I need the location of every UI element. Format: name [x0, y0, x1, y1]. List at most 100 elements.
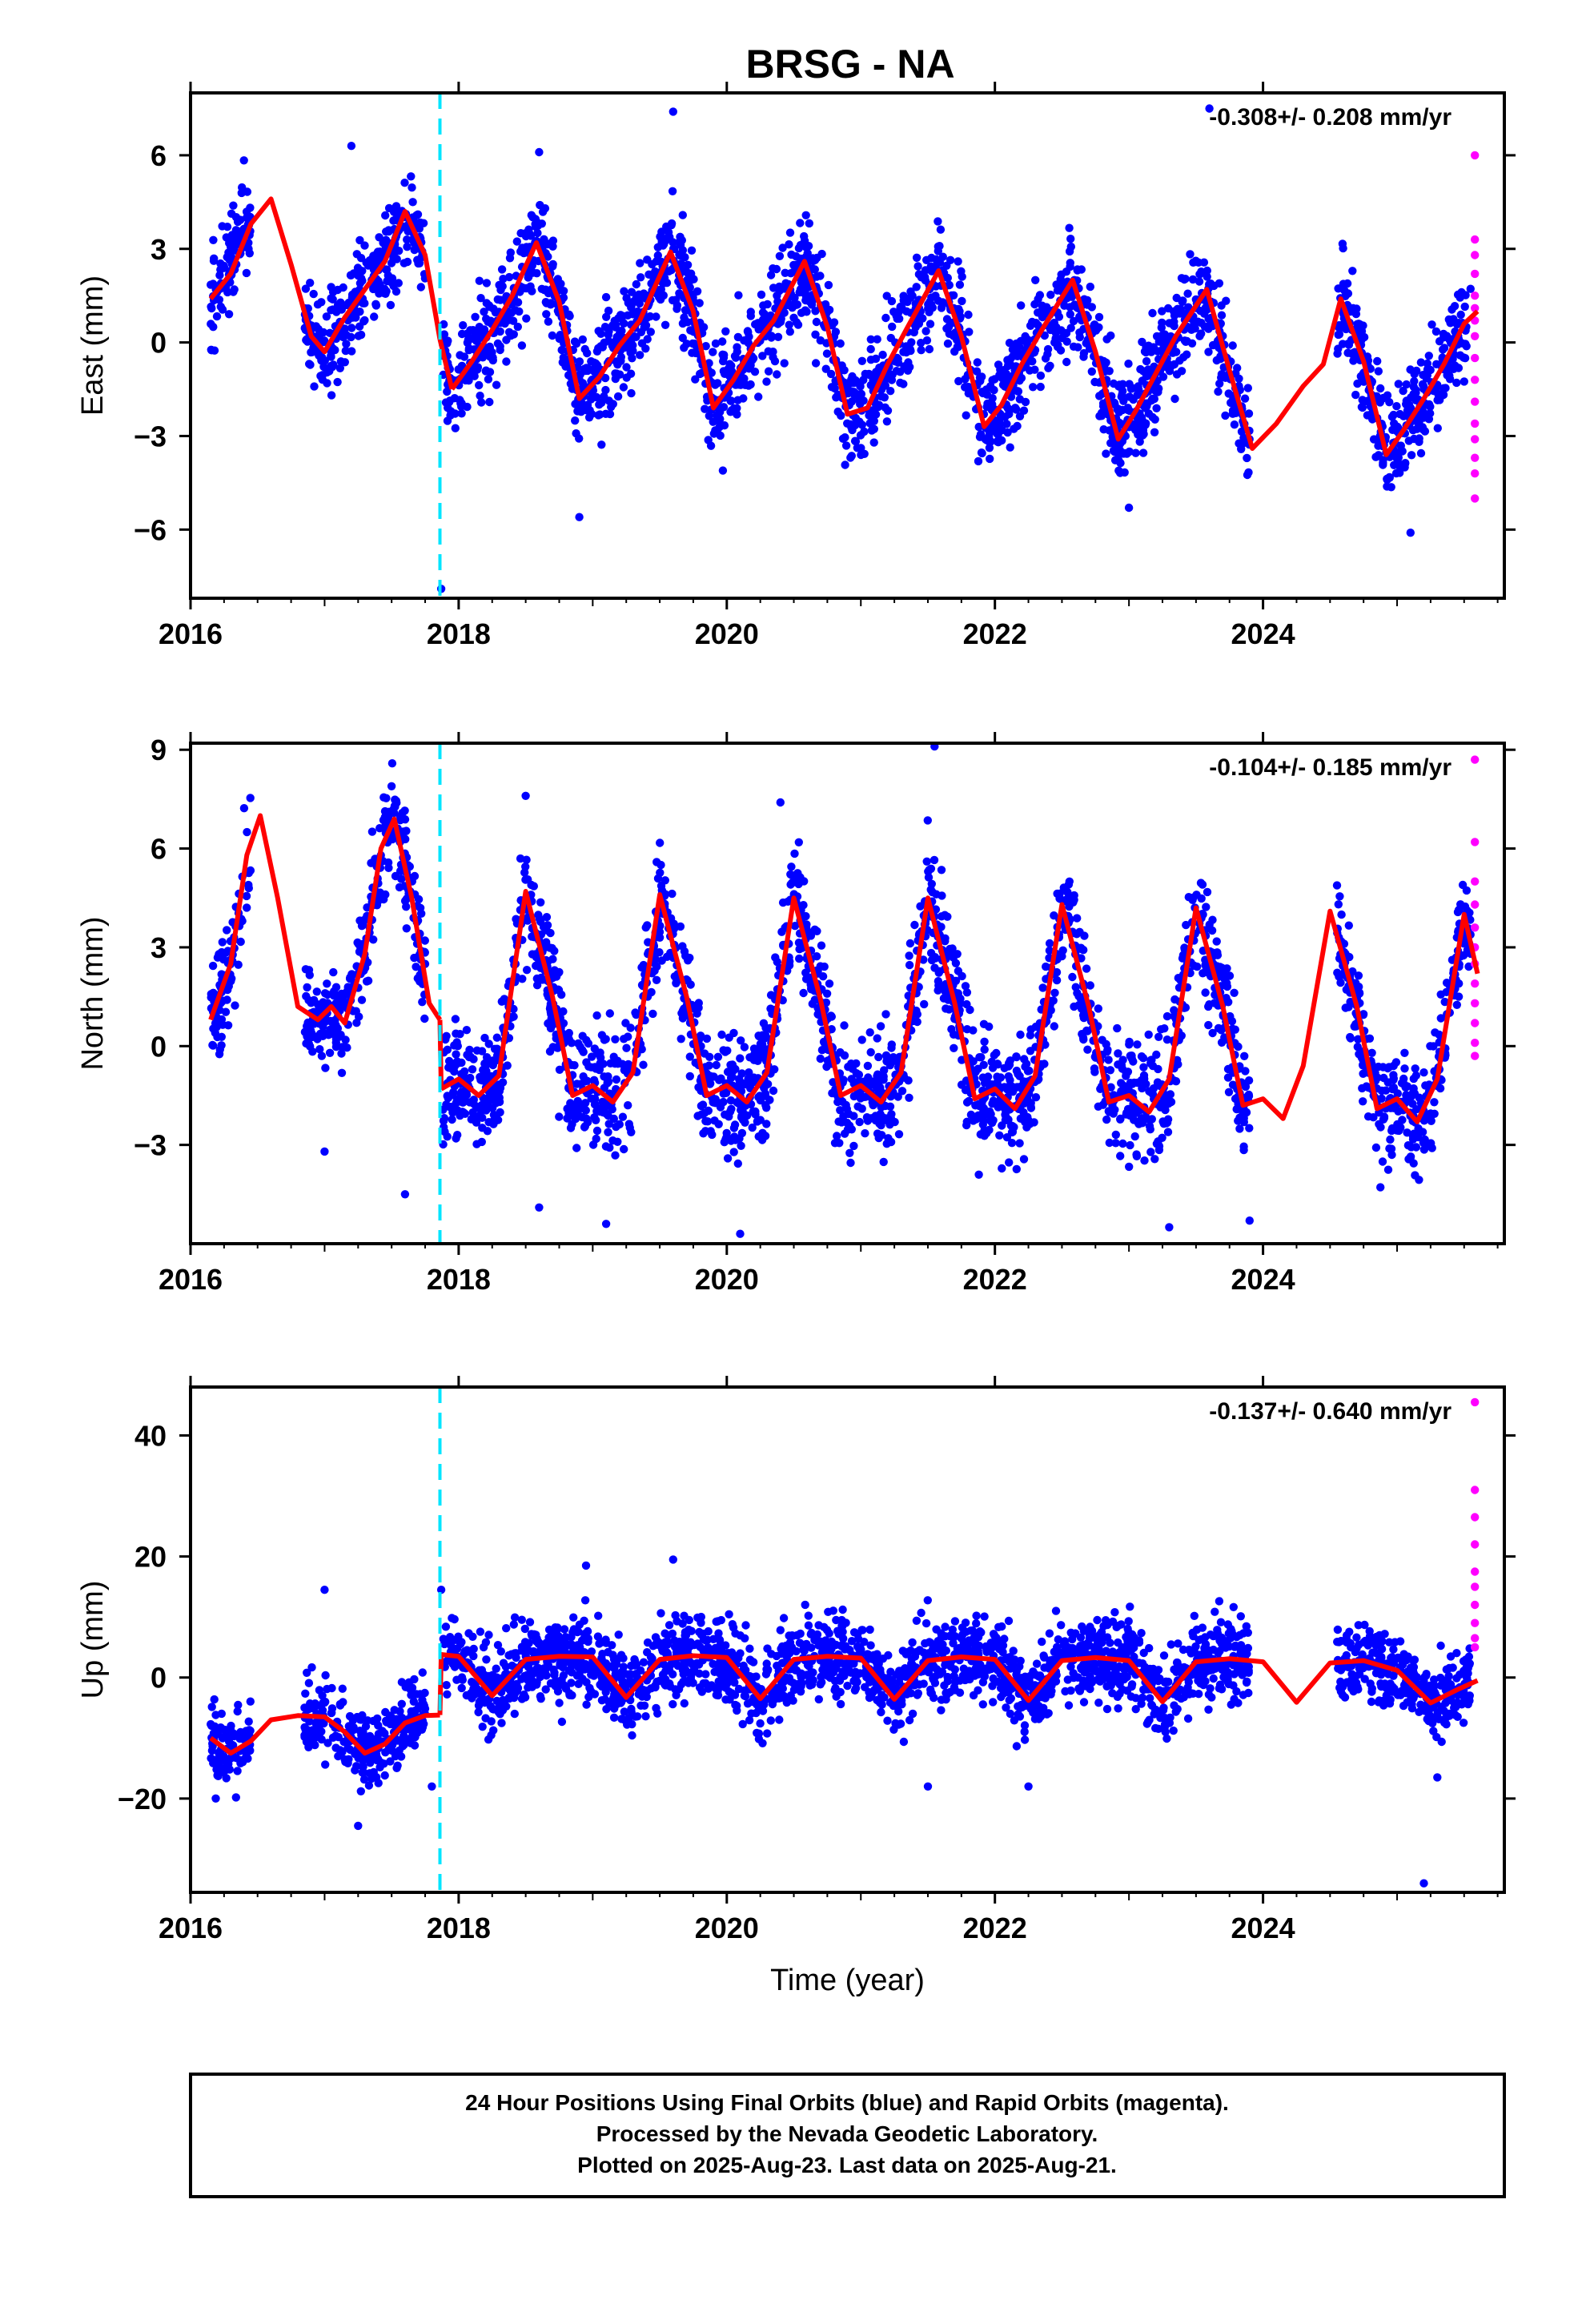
final-orbit-point: [502, 357, 511, 366]
final-orbit-point: [238, 183, 247, 192]
rapid-orbit-point: [1471, 494, 1480, 503]
final-orbit-point: [692, 348, 701, 358]
final-orbit-point: [627, 287, 636, 296]
final-orbit-point: [643, 921, 652, 930]
final-orbit-point: [485, 368, 495, 376]
final-orbit-point: [1146, 1148, 1155, 1156]
final-orbit-point: [843, 1125, 853, 1134]
final-orbit-point: [310, 382, 319, 391]
final-orbit-point: [1402, 380, 1411, 389]
final-orbit-point: [886, 387, 895, 396]
final-orbit-point: [1158, 1133, 1166, 1143]
final-orbit-point: [1214, 387, 1223, 396]
rapid-orbit-point: [1471, 376, 1480, 384]
final-orbit-point: [466, 1052, 475, 1061]
final-orbit-point: [897, 1087, 907, 1096]
final-orbit-point: [636, 273, 645, 282]
final-orbit-point: [244, 883, 253, 893]
final-orbit-point: [954, 967, 963, 975]
final-orbit-point: [848, 425, 857, 435]
final-orbit-point: [1034, 295, 1042, 304]
final-orbit-point: [582, 364, 591, 372]
final-orbit-point: [387, 782, 396, 790]
final-orbit-point: [698, 1100, 708, 1109]
final-orbit-point: [1142, 356, 1151, 366]
final-orbit-outlier: [669, 107, 677, 116]
final-orbit-point: [1157, 336, 1166, 345]
final-orbit-point: [829, 318, 839, 327]
final-orbit-point: [778, 898, 788, 907]
final-orbit-point: [319, 336, 329, 345]
final-orbit-point: [764, 347, 773, 356]
final-orbit-point: [1066, 303, 1074, 312]
final-orbit-point: [335, 364, 344, 372]
final-orbit-point: [504, 272, 514, 282]
final-orbit-point: [1125, 392, 1134, 401]
final-orbit-point: [516, 854, 525, 863]
final-orbit-point: [229, 201, 238, 210]
final-orbit-point: [580, 1077, 589, 1086]
final-orbit-point: [602, 312, 611, 321]
final-orbit-point: [1137, 1076, 1146, 1085]
final-orbit-point: [1243, 384, 1253, 392]
final-orbit-point: [601, 385, 610, 395]
final-orbit-point: [938, 252, 948, 261]
final-orbit-point: [616, 370, 624, 379]
final-orbit-point: [418, 998, 427, 1007]
final-orbit-point: [1045, 946, 1054, 955]
final-orbit-point: [976, 1130, 986, 1139]
final-orbit-point: [207, 302, 215, 312]
final-orbit-point: [887, 1110, 896, 1119]
final-orbit-point: [460, 352, 469, 361]
final-orbit-point: [472, 332, 481, 341]
final-orbit-point: [1221, 411, 1230, 420]
final-orbit-point: [546, 300, 555, 309]
final-orbit-point: [994, 360, 1003, 369]
final-orbit-point: [923, 816, 933, 825]
final-orbit-point: [497, 997, 506, 1006]
final-orbit-point: [482, 279, 492, 287]
final-orbit-point: [484, 375, 493, 384]
final-orbit-point: [370, 312, 379, 321]
final-orbit-point: [853, 392, 862, 400]
final-orbit-point: [347, 347, 356, 356]
final-orbit-point: [1412, 424, 1422, 433]
final-orbit-point: [849, 1112, 858, 1120]
final-orbit-point: [882, 417, 892, 426]
final-orbit-point: [1175, 356, 1184, 365]
final-orbit-point: [1170, 394, 1179, 404]
final-orbit-point: [402, 826, 411, 835]
final-orbit-point: [319, 998, 327, 1007]
final-orbit-point: [893, 355, 902, 364]
final-orbit-point: [711, 339, 721, 348]
final-orbit-point: [869, 438, 878, 447]
final-orbit-point: [1019, 1155, 1029, 1164]
final-orbit-point: [937, 866, 946, 875]
final-orbit-point: [452, 1029, 460, 1038]
final-orbit-point: [587, 357, 596, 366]
final-orbit-point: [841, 460, 849, 469]
final-orbit-point: [1079, 352, 1088, 361]
final-orbit-point: [223, 287, 232, 297]
final-orbit-point: [524, 272, 533, 281]
final-orbit-point: [451, 1015, 460, 1023]
final-orbit-point: [921, 272, 930, 282]
final-orbit-point: [400, 179, 409, 187]
final-orbit-point: [933, 259, 942, 267]
final-orbit-point: [713, 1052, 723, 1062]
final-orbit-point: [876, 1110, 885, 1119]
final-orbit-point: [450, 1059, 459, 1068]
final-orbit-point: [495, 1097, 504, 1107]
final-orbit-point: [462, 1090, 472, 1100]
y-tick-label: 6: [151, 139, 167, 172]
final-orbit-point: [592, 392, 601, 402]
y-tick-label: 3: [151, 233, 167, 266]
final-orbit-point: [668, 187, 677, 195]
final-orbit-point: [882, 292, 891, 300]
final-orbit-point: [598, 1097, 607, 1107]
final-orbit-point: [1379, 456, 1387, 464]
final-orbit-point: [230, 285, 239, 294]
final-orbit-point: [622, 373, 631, 382]
final-orbit-point: [614, 314, 623, 323]
final-orbit-point: [480, 1033, 489, 1043]
